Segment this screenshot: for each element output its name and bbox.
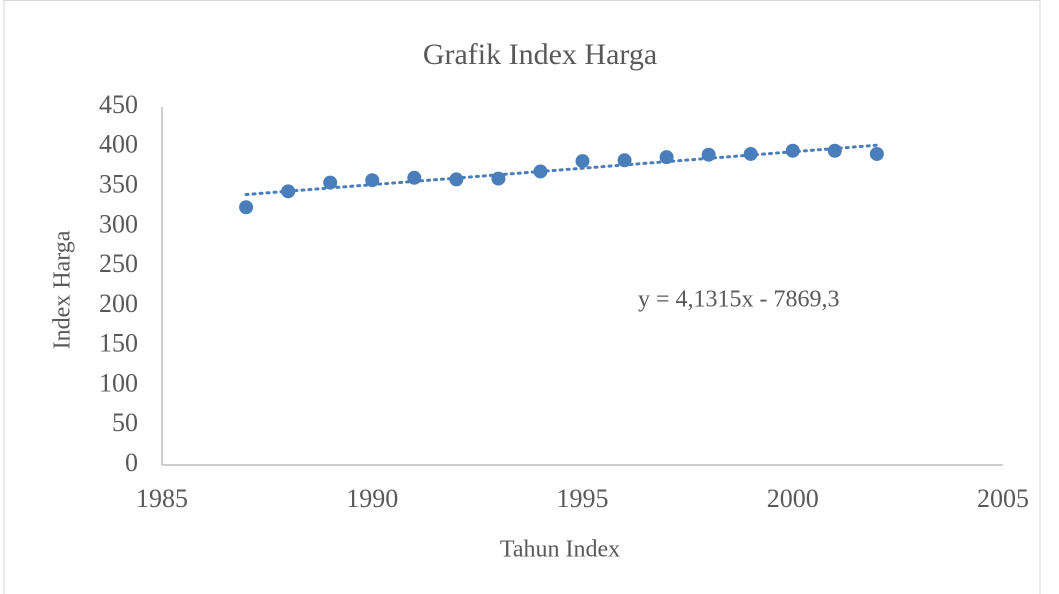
data-point: [701, 147, 716, 162]
x-tick-label: 1985: [136, 484, 188, 513]
x-tick-label: 2005: [977, 484, 1029, 513]
x-tick-label: 1995: [557, 484, 609, 513]
data-point: [575, 154, 590, 169]
y-tick-label: 350: [99, 170, 138, 199]
trendline-label: y = 4,1315x - 7869,3: [638, 287, 840, 313]
data-point: [533, 164, 548, 179]
data-point: [365, 173, 380, 188]
chart-frame: [3, 0, 1041, 594]
y-tick-label: 450: [99, 90, 138, 119]
trendline: [244, 143, 879, 197]
data-point: [449, 172, 464, 187]
y-axis-label: Index Harga: [50, 230, 76, 349]
data-point: [407, 170, 422, 185]
data-point: [659, 150, 674, 165]
data-point: [491, 171, 506, 186]
y-tick-label: 300: [99, 209, 138, 238]
y-tick-label: 0: [125, 448, 138, 477]
x-tick-label: 1990: [346, 484, 398, 513]
y-tick-label: 50: [112, 408, 138, 437]
data-point: [785, 143, 800, 158]
x-tick-label: 2000: [767, 484, 819, 513]
data-point: [239, 200, 254, 215]
x-axis-label: Tahun Index: [500, 537, 620, 563]
data-point: [827, 143, 842, 158]
data-point: [617, 153, 632, 168]
data-point: [323, 175, 338, 190]
y-tick-label: 100: [99, 368, 138, 397]
y-tick-label: 200: [99, 289, 138, 318]
chart-title: Grafik Index Harga: [423, 38, 657, 71]
data-point: [869, 146, 884, 161]
data-point: [743, 146, 758, 161]
y-tick-label: 400: [99, 130, 138, 159]
y-tick-label: 150: [99, 329, 138, 358]
y-tick-label: 250: [99, 249, 138, 278]
data-point: [281, 184, 296, 199]
